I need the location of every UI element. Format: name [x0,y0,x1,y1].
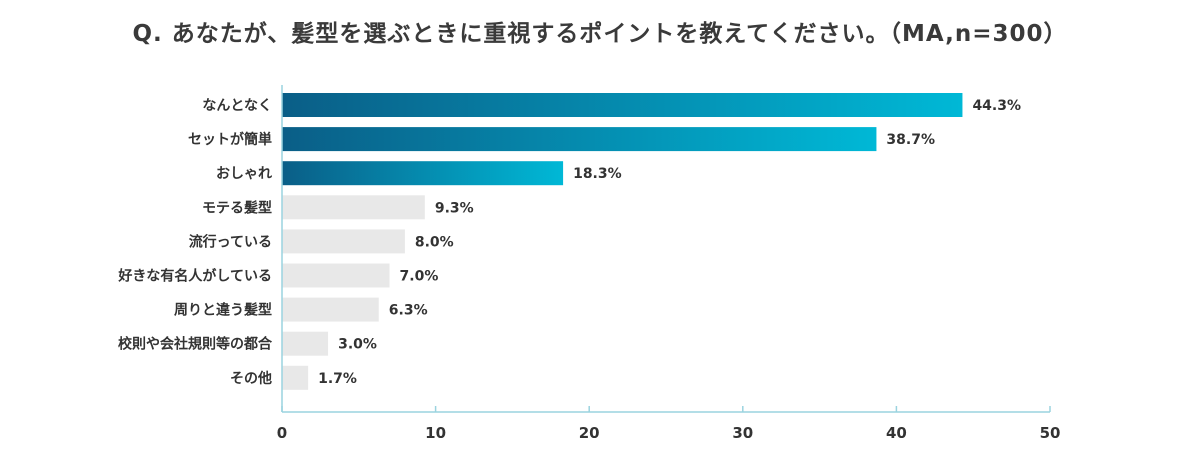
category-label: 周りと違う髪型 [174,302,272,319]
category-label: なんとなく [202,98,272,114]
x-tick-label: 50 [1040,424,1061,442]
x-tick-label: 10 [425,424,446,442]
bar [282,297,379,322]
chart-title: Q. あなたが、髪型を選ぶときに重視するポイントを教えてください。（MA,n=3… [132,21,1068,47]
x-axis: 0 10 20 30 40 50 [277,85,1061,442]
value-label: 18.3% [573,166,622,182]
value-label: 8.0% [415,234,454,250]
bar [282,195,425,220]
value-label: 6.3% [389,303,428,319]
category-label: 校則や会社規則等の都合 [118,336,273,353]
category-label: 好きな有名人がしている [117,268,272,285]
value-label: 38.7% [886,132,935,148]
value-label: 9.3% [435,200,474,216]
bar [282,331,329,356]
x-tick-label: 0 [277,424,287,442]
value-label: 3.0% [338,337,377,353]
x-tick-label: 30 [732,424,753,442]
bars-group: なんとなく 44.3% セットが簡単 38.7% おしゃれ 18.3% モテる髪型 9.3% 流… [117,93,1021,390]
category-label: セットが簡単 [188,131,272,148]
value-label: 1.7% [318,371,357,387]
category-label: 流行っている [189,233,272,250]
bar [282,127,877,152]
category-label: その他 [230,370,272,387]
value-label: 7.0% [400,269,439,285]
bar [282,229,405,254]
bar [282,365,309,390]
category-label: おしゃれ [216,166,272,182]
x-tick-label: 40 [886,424,907,442]
bar [282,263,390,288]
bar [282,93,963,117]
value-label: 44.3% [972,98,1021,114]
category-label: モテる髪型 [202,199,272,216]
bar [282,161,564,186]
x-tick-label: 20 [579,424,600,442]
